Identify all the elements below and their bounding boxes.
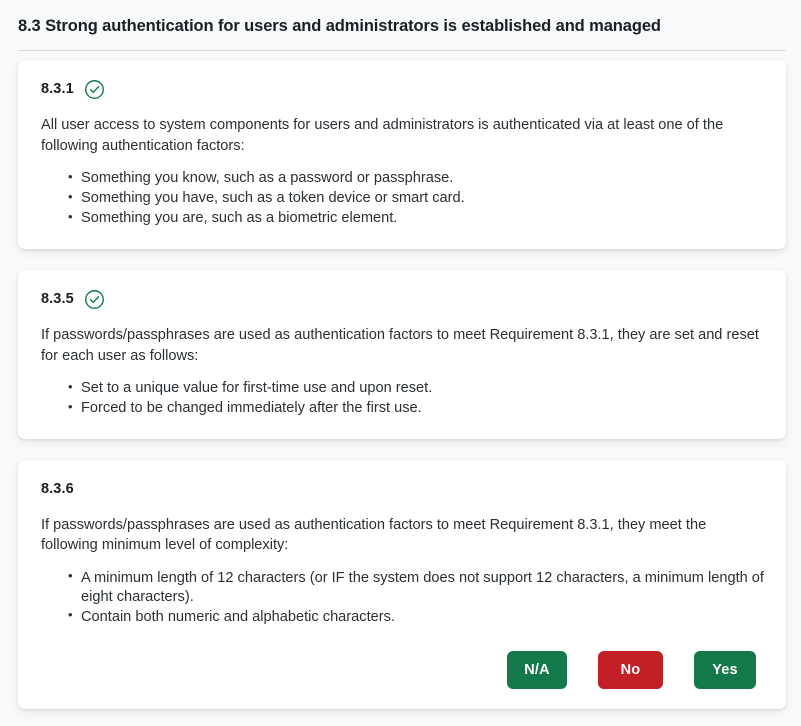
requirement-id: 8.3.1 (41, 81, 74, 98)
requirement-bullet-list: Set to a unique value for first-time use… (41, 379, 764, 418)
requirement-bullet-list: Something you know, such as a password o… (41, 169, 764, 228)
requirement-body: All user access to system components for… (41, 115, 764, 228)
list-item: Something you know, such as a password o… (68, 169, 764, 188)
check-circle-icon (84, 79, 105, 100)
check-circle-icon (84, 289, 105, 310)
list-item: Set to a unique value for first-time use… (68, 379, 764, 398)
requirement-card-active: 8.3.6 If passwords/passphrases are used … (18, 459, 786, 709)
list-item: A minimum length of 12 characters (or IF… (68, 568, 764, 607)
answer-button-group: N/A No Yes (41, 650, 764, 689)
requirement-body: If passwords/passphrases are used as aut… (41, 515, 764, 627)
requirement-header: 8.3.6 (41, 478, 764, 500)
requirement-header: 8.3.5 (41, 288, 764, 310)
requirement-card-list: 8.3.1 All user access to system componen… (0, 51, 801, 709)
requirement-header: 8.3.1 (41, 78, 764, 100)
na-button[interactable]: N/A (507, 650, 567, 689)
list-item: Contain both numeric and alphabetic char… (68, 607, 764, 627)
no-button[interactable]: No (598, 650, 663, 689)
page-title: 8.3 Strong authentication for users and … (18, 17, 661, 35)
header-divider (18, 50, 786, 52)
list-item: Something you are, such as a biometric e… (68, 209, 764, 228)
requirement-card: 8.3.5 If passwords/passphrases are used … (18, 270, 786, 439)
requirement-bullet-list: A minimum length of 12 characters (or IF… (41, 568, 764, 627)
yes-button[interactable]: Yes (694, 650, 756, 689)
requirement-card: 8.3.1 All user access to system componen… (18, 60, 786, 250)
requirement-id: 8.3.5 (41, 291, 74, 308)
requirement-body: If passwords/passphrases are used as aut… (41, 325, 764, 418)
list-item: Forced to be changed immediately after t… (68, 399, 764, 418)
requirement-intro-text: If passwords/passphrases are used as aut… (41, 516, 707, 554)
requirement-intro-text: All user access to system components for… (41, 117, 724, 154)
section-header: 8.3 Strong authentication for users and … (0, 0, 801, 37)
requirement-id: 8.3.6 (41, 480, 74, 497)
list-item: Something you have, such as a token devi… (68, 189, 764, 208)
requirement-intro-text: If passwords/passphrases are used as aut… (41, 327, 759, 364)
